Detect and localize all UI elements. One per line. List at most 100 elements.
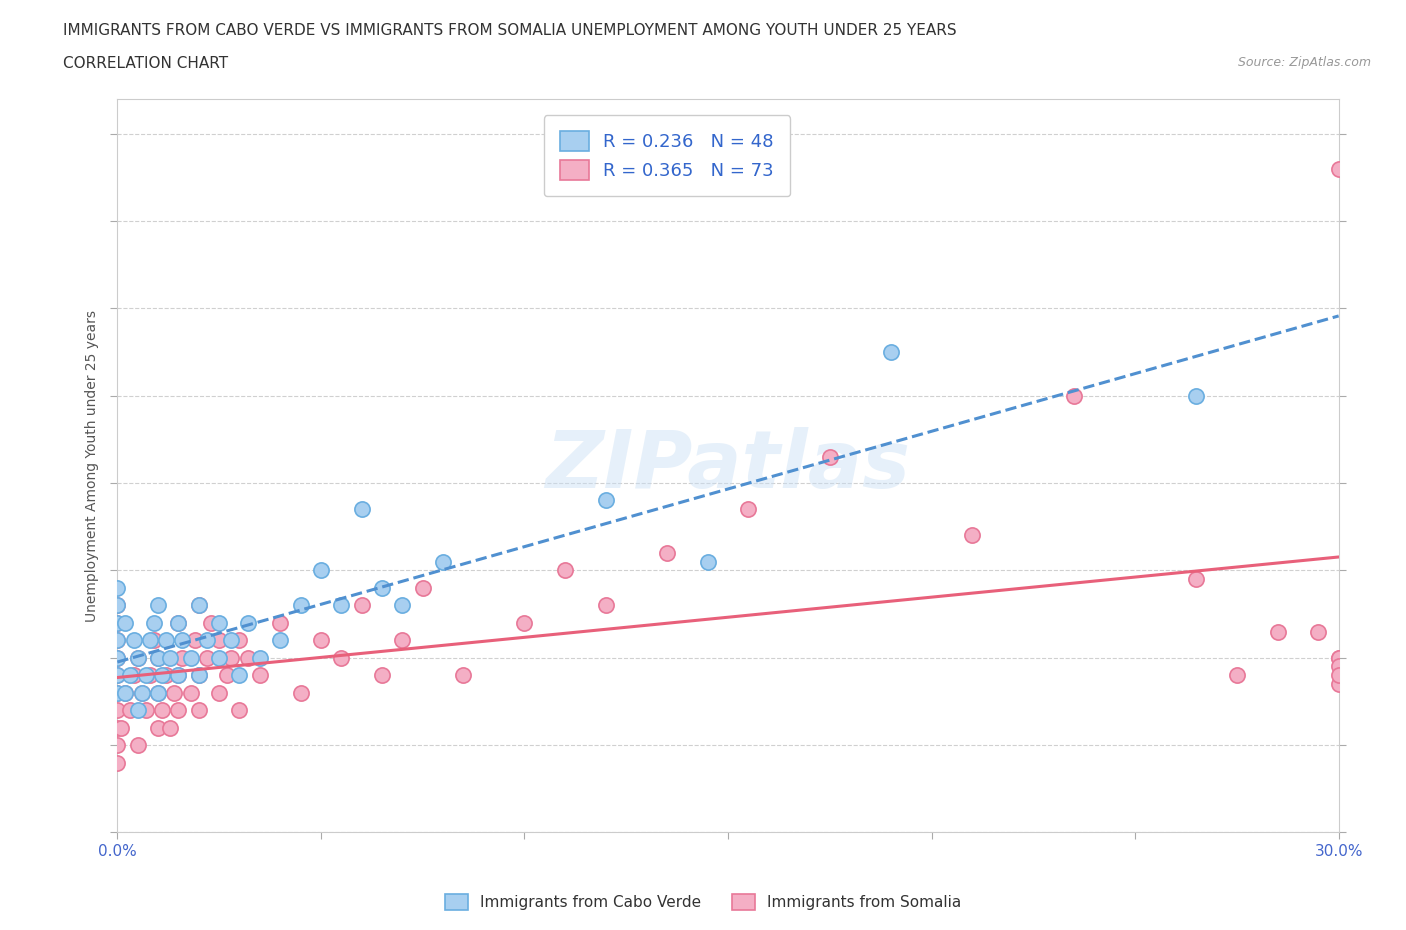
Point xyxy=(290,685,312,700)
Point xyxy=(127,650,149,665)
Point xyxy=(159,650,181,665)
Point xyxy=(200,616,222,631)
Point xyxy=(371,580,394,595)
Point xyxy=(1185,388,1208,403)
Point xyxy=(228,632,250,647)
Point xyxy=(1327,676,1350,691)
Point xyxy=(960,528,983,543)
Point xyxy=(127,703,149,718)
Point xyxy=(146,650,169,665)
Point xyxy=(139,632,162,647)
Point xyxy=(228,668,250,683)
Point xyxy=(118,668,141,683)
Point xyxy=(187,703,209,718)
Legend: R = 0.236   N = 48, R = 0.365   N = 73: R = 0.236 N = 48, R = 0.365 N = 73 xyxy=(544,115,790,196)
Point xyxy=(309,632,332,647)
Point xyxy=(105,720,128,735)
Point xyxy=(150,668,173,683)
Point xyxy=(167,616,190,631)
Point xyxy=(131,685,153,700)
Point xyxy=(737,502,759,517)
Point xyxy=(880,344,903,359)
Point xyxy=(1308,624,1330,639)
Point xyxy=(105,598,128,613)
Point xyxy=(135,703,157,718)
Point xyxy=(208,616,231,631)
Point xyxy=(391,598,413,613)
Point xyxy=(1226,668,1249,683)
Point xyxy=(155,632,177,647)
Point xyxy=(139,668,162,683)
Point xyxy=(350,598,373,613)
Point xyxy=(187,598,209,613)
Point xyxy=(105,650,128,665)
Point xyxy=(146,598,169,613)
Point xyxy=(269,632,291,647)
Point xyxy=(236,650,259,665)
Point xyxy=(309,563,332,578)
Y-axis label: Unemployment Among Youth under 25 years: Unemployment Among Youth under 25 years xyxy=(86,310,100,621)
Point xyxy=(1185,572,1208,587)
Point xyxy=(155,668,177,683)
Point xyxy=(1327,668,1350,683)
Point xyxy=(183,632,205,647)
Point xyxy=(167,703,190,718)
Point xyxy=(114,616,136,631)
Point xyxy=(105,580,128,595)
Point xyxy=(105,632,128,647)
Point xyxy=(118,703,141,718)
Point xyxy=(187,668,209,683)
Point xyxy=(163,685,186,700)
Point xyxy=(105,737,128,752)
Point xyxy=(228,703,250,718)
Point xyxy=(350,502,373,517)
Point xyxy=(432,554,454,569)
Text: Source: ZipAtlas.com: Source: ZipAtlas.com xyxy=(1237,56,1371,69)
Point xyxy=(167,668,190,683)
Point xyxy=(146,650,169,665)
Point xyxy=(135,668,157,683)
Point xyxy=(110,720,132,735)
Point xyxy=(208,685,231,700)
Point xyxy=(195,632,218,647)
Point xyxy=(105,668,128,683)
Point xyxy=(105,632,128,647)
Point xyxy=(595,598,617,613)
Text: ZIPatlas: ZIPatlas xyxy=(546,427,911,505)
Point xyxy=(1327,650,1350,665)
Point xyxy=(412,580,434,595)
Point xyxy=(269,616,291,631)
Point xyxy=(208,650,231,665)
Point xyxy=(105,616,128,631)
Point xyxy=(172,650,194,665)
Text: CORRELATION CHART: CORRELATION CHART xyxy=(63,56,228,71)
Point xyxy=(122,632,145,647)
Point xyxy=(1327,659,1350,674)
Point xyxy=(167,616,190,631)
Point xyxy=(554,563,576,578)
Point xyxy=(595,493,617,508)
Point xyxy=(221,650,243,665)
Point xyxy=(105,668,128,683)
Point xyxy=(150,703,173,718)
Point xyxy=(105,598,128,613)
Point xyxy=(1327,161,1350,176)
Point xyxy=(236,616,259,631)
Point xyxy=(391,632,413,647)
Point xyxy=(1063,388,1085,403)
Point xyxy=(114,685,136,700)
Legend: Immigrants from Cabo Verde, Immigrants from Somalia: Immigrants from Cabo Verde, Immigrants f… xyxy=(437,886,969,918)
Point xyxy=(146,685,169,700)
Point xyxy=(249,668,271,683)
Point xyxy=(513,616,536,631)
Point xyxy=(105,616,128,631)
Point xyxy=(146,685,169,700)
Point xyxy=(172,632,194,647)
Point xyxy=(143,632,166,647)
Point xyxy=(122,668,145,683)
Point xyxy=(371,668,394,683)
Point xyxy=(195,650,218,665)
Point xyxy=(105,703,128,718)
Point xyxy=(453,668,475,683)
Point xyxy=(105,685,128,700)
